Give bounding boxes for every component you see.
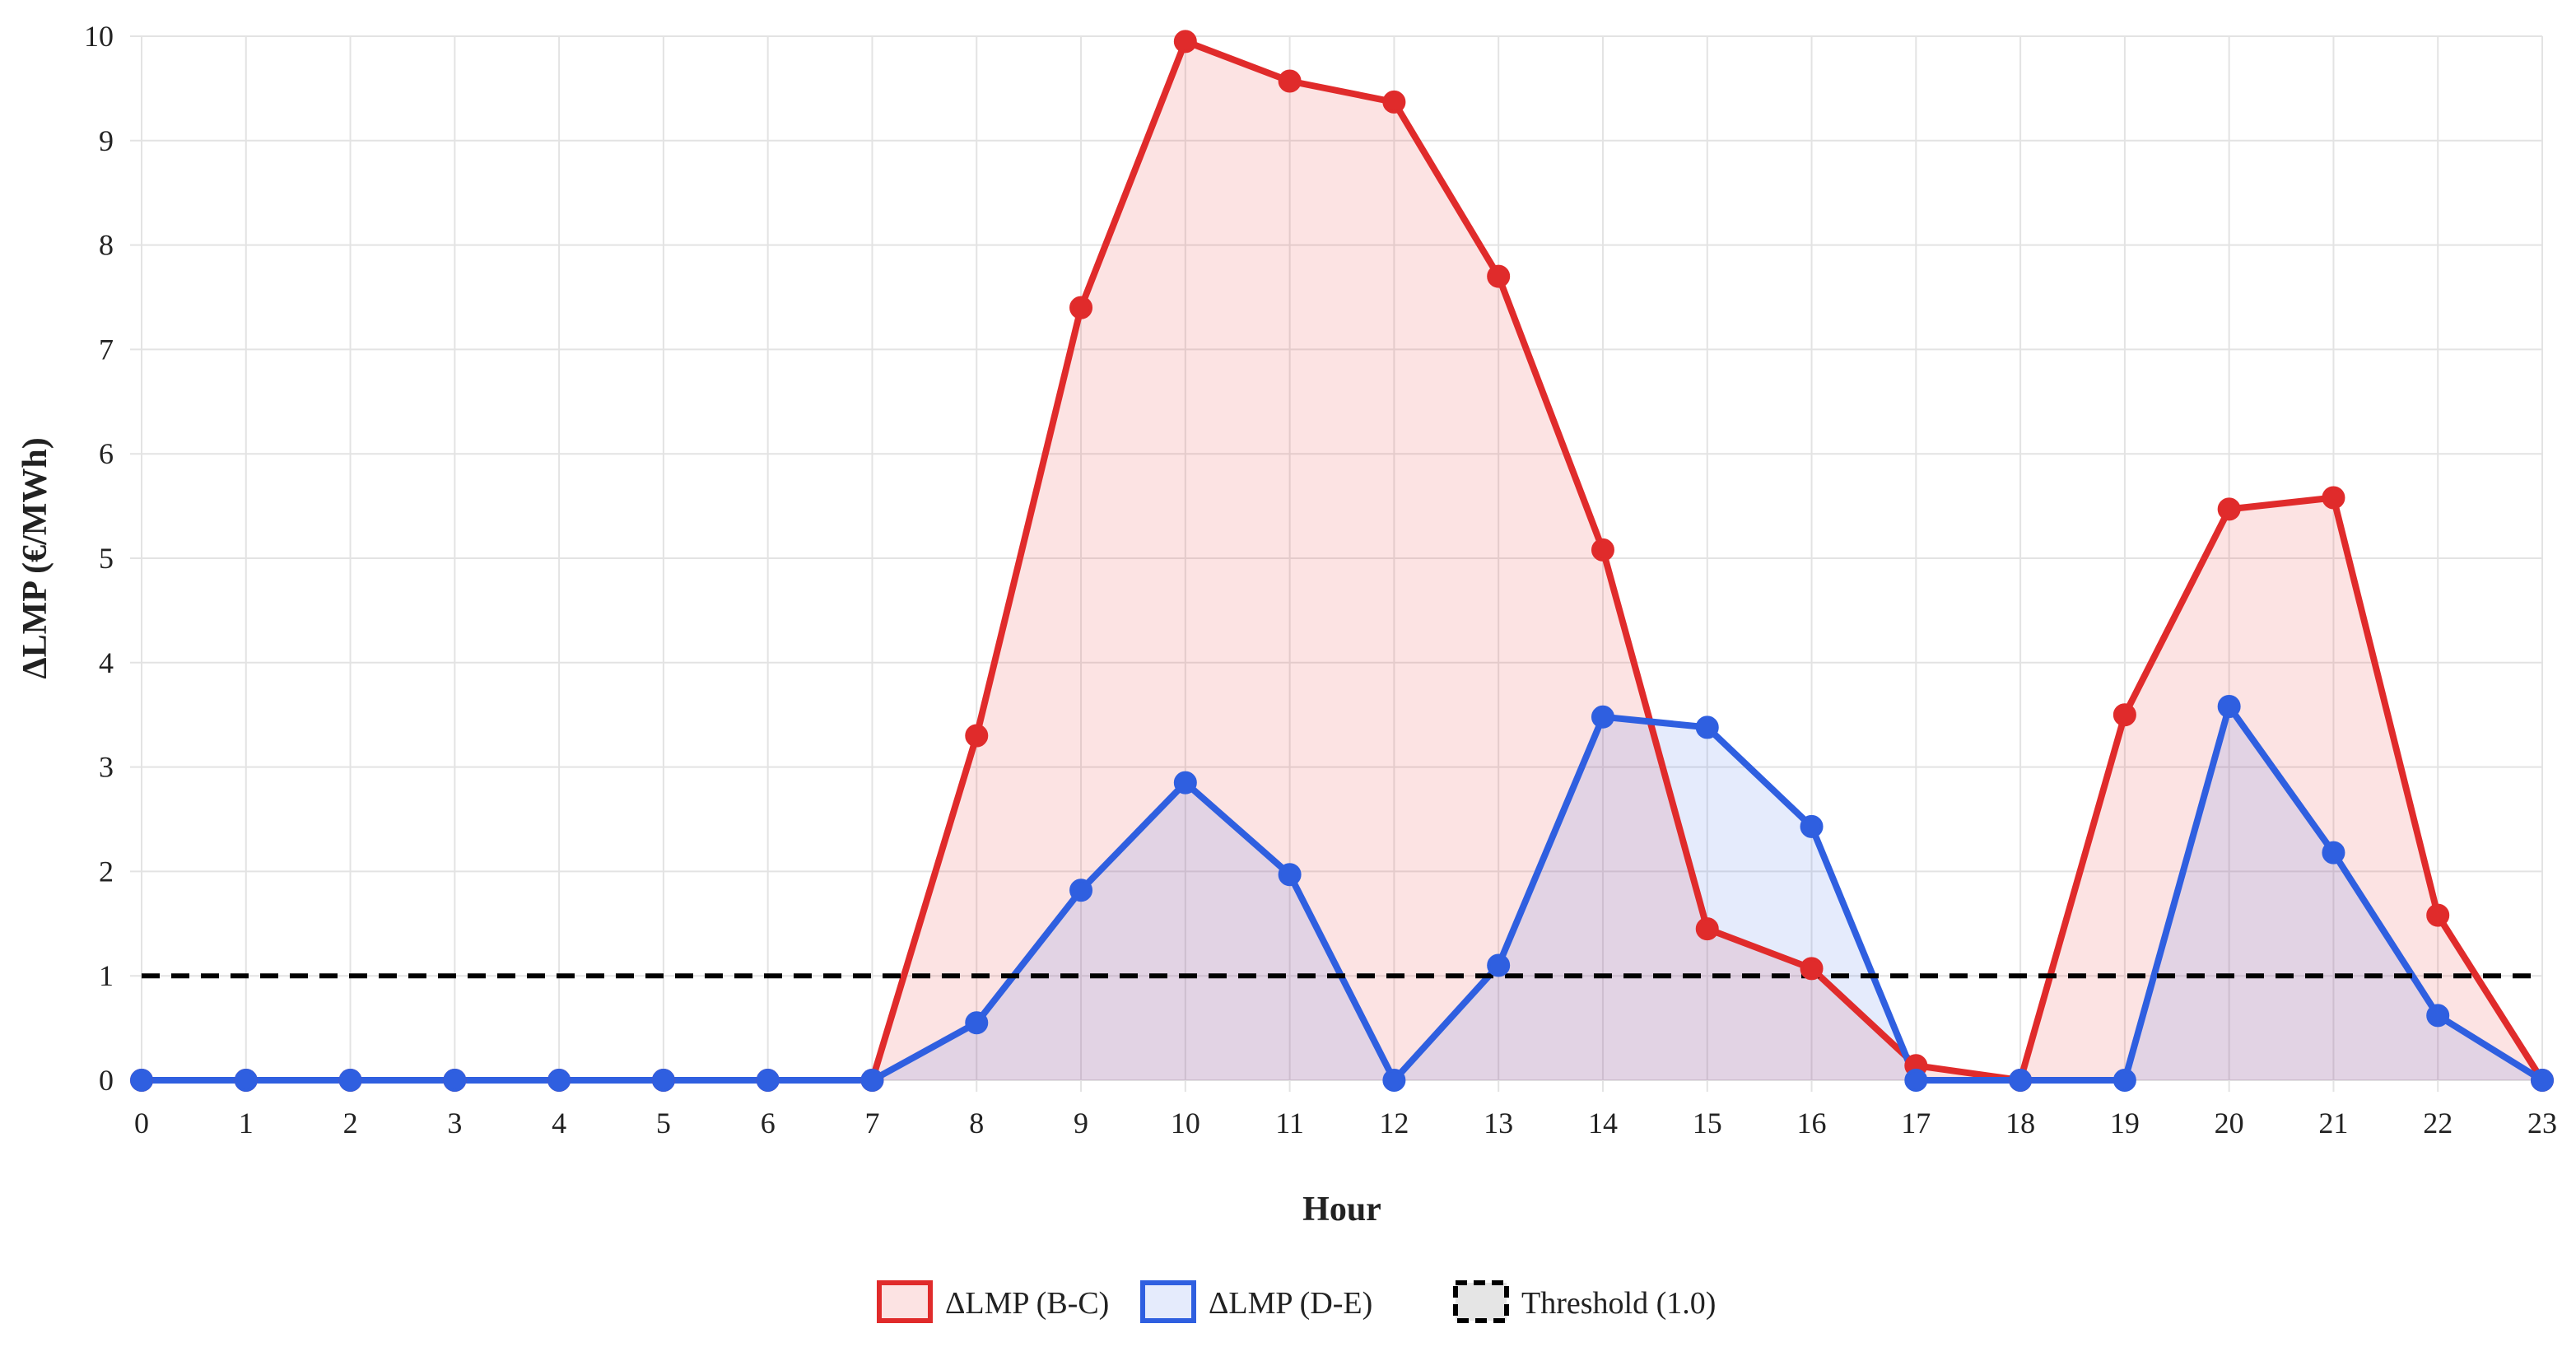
data-point <box>2009 1069 2033 1092</box>
y-tick-label: 4 <box>99 646 114 679</box>
x-tick-label: 21 <box>2318 1107 2348 1140</box>
x-tick-label: 19 <box>2110 1107 2140 1140</box>
series-fills <box>142 41 2542 1080</box>
data-point <box>2426 1004 2450 1028</box>
x-tick-label: 23 <box>2527 1107 2557 1140</box>
data-point <box>965 724 989 748</box>
data-point <box>756 1069 780 1092</box>
data-point <box>1904 1069 1928 1092</box>
legend: ΔLMP (B-C) ΔLMP (D-E) Threshold (1.0) <box>877 1280 1716 1323</box>
data-point <box>1069 879 1093 902</box>
x-tick-label: 9 <box>1074 1107 1088 1140</box>
x-tick-label: 14 <box>1588 1107 1618 1140</box>
x-tick-label: 16 <box>1797 1107 1827 1140</box>
x-tick-label: 12 <box>1379 1107 1409 1140</box>
legend-item: ΔLMP (B-C) <box>877 1280 1109 1323</box>
data-point <box>651 1069 675 1092</box>
series-area-0 <box>142 41 2542 1080</box>
data-point <box>2113 1069 2136 1092</box>
data-point <box>130 1069 153 1092</box>
data-point <box>1278 69 1302 93</box>
data-point <box>2426 903 2450 927</box>
x-tick-label: 2 <box>343 1107 358 1140</box>
y-tick-label: 6 <box>99 437 114 470</box>
x-axis-title: Hour <box>1302 1191 1381 1228</box>
y-tick-label: 8 <box>99 229 114 262</box>
data-point <box>443 1069 467 1092</box>
x-tick-label: 15 <box>1693 1107 1722 1140</box>
data-point <box>1069 296 1093 319</box>
legend-label: Threshold (1.0) <box>1521 1286 1716 1321</box>
series-points <box>130 30 2554 1092</box>
legend-swatch <box>1453 1280 1509 1323</box>
x-tick-label: 5 <box>656 1107 671 1140</box>
data-point <box>1695 715 1719 739</box>
y-tick-label: 2 <box>99 855 114 888</box>
y-tick-label: 5 <box>99 542 114 575</box>
data-point <box>2113 703 2136 727</box>
legend-swatch <box>1140 1280 1196 1323</box>
x-tick-label: 6 <box>761 1107 776 1140</box>
x-tick-label: 17 <box>1901 1107 1931 1140</box>
x-tick-label: 4 <box>552 1107 566 1140</box>
data-point <box>234 1069 258 1092</box>
y-tick-label: 3 <box>99 751 114 784</box>
x-tick-label: 1 <box>239 1107 254 1140</box>
y-tick-label: 1 <box>99 959 114 992</box>
x-tick-label: 11 <box>1275 1107 1304 1140</box>
x-tick-label: 20 <box>2215 1107 2244 1140</box>
data-point <box>965 1011 989 1035</box>
data-point <box>547 1069 571 1092</box>
x-axis-ticks: 0 1 2 3 4 5 6 7 8 9 10 11 12 13 14 15 16 17 18 19 20 21 22 23 <box>134 1107 2557 1140</box>
data-point <box>1278 863 1302 887</box>
legend-item: Threshold (1.0) <box>1453 1280 1716 1323</box>
data-point <box>1382 90 1406 114</box>
y-tick-label: 10 <box>84 20 114 53</box>
data-point <box>1800 814 1824 838</box>
legend-swatch <box>877 1280 933 1323</box>
x-tick-label: 18 <box>2005 1107 2035 1140</box>
legend-label: ΔLMP (D-E) <box>1209 1286 1372 1321</box>
data-point <box>1173 771 1197 795</box>
data-point <box>1173 30 1197 54</box>
x-tick-label: 0 <box>134 1107 149 1140</box>
data-point <box>1695 917 1719 941</box>
data-point <box>1382 1069 1406 1092</box>
x-tick-label: 22 <box>2423 1107 2453 1140</box>
y-axis-title: ΔLMP (€/MWh) <box>16 437 54 678</box>
y-tick-label: 9 <box>99 124 114 157</box>
legend-label: ΔLMP (B-C) <box>945 1286 1109 1321</box>
x-tick-label: 10 <box>1171 1107 1200 1140</box>
x-tick-label: 13 <box>1484 1107 1513 1140</box>
data-point <box>1800 957 1824 981</box>
series-area-1 <box>142 706 2542 1080</box>
y-axis-ticks: 0 1 2 3 4 5 6 7 8 9 10 <box>84 20 114 1097</box>
data-point <box>338 1069 362 1092</box>
x-tick-label: 7 <box>864 1107 879 1140</box>
data-point <box>2217 497 2241 521</box>
data-point <box>2217 695 2241 719</box>
data-point <box>1591 538 1614 562</box>
data-point <box>1487 953 1511 977</box>
data-point <box>1591 705 1614 729</box>
x-tick-label: 8 <box>969 1107 984 1140</box>
data-point <box>1487 264 1511 288</box>
y-tick-label: 0 <box>99 1064 114 1097</box>
data-point <box>2322 486 2345 510</box>
series-lines <box>138 38 2546 1084</box>
legend-item: ΔLMP (D-E) <box>1140 1280 1372 1323</box>
data-point <box>860 1069 884 1092</box>
data-point <box>2531 1069 2554 1092</box>
data-point <box>2322 841 2345 865</box>
y-tick-label: 7 <box>99 333 114 366</box>
x-tick-label: 3 <box>447 1107 462 1140</box>
